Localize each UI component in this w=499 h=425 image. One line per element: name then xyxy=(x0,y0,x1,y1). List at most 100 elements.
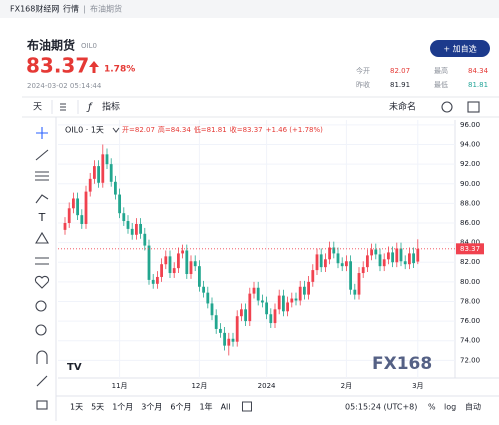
y-tick-label: 82.00 xyxy=(460,258,480,266)
trendline-tool[interactable] xyxy=(35,149,49,161)
zoom-tool[interactable] xyxy=(35,324,47,336)
candle-body xyxy=(378,254,382,267)
candle-body xyxy=(265,302,268,315)
candle-body xyxy=(319,254,323,268)
candle-body xyxy=(181,250,184,254)
prediction-tool[interactable] xyxy=(35,257,49,265)
candle-body xyxy=(403,261,407,265)
candle-body xyxy=(340,263,344,267)
auto-toggle[interactable]: 自动 xyxy=(465,402,481,412)
y-tick-label: 86.00 xyxy=(460,219,480,227)
breadcrumb-link[interactable]: FX168财经网 xyxy=(10,4,59,14)
add-watchlist-label[interactable]: + 加自选 xyxy=(443,44,476,54)
candle-body xyxy=(210,303,214,316)
candle-body xyxy=(126,221,130,229)
candle-body xyxy=(80,215,84,224)
candle-body xyxy=(391,252,394,263)
instrument-symbol: OIL0 xyxy=(81,42,97,50)
candle-body xyxy=(273,309,277,324)
candle-body xyxy=(353,289,357,295)
y-tick-label: 74.00 xyxy=(460,337,480,345)
candle-body xyxy=(223,332,226,346)
breadcrumb-link[interactable]: 行情 xyxy=(63,4,79,14)
separator: | xyxy=(56,5,59,14)
y-tick-label: 96.00 xyxy=(460,121,480,129)
candle-body xyxy=(185,250,189,275)
candle-body xyxy=(315,254,319,271)
candle-body xyxy=(303,286,306,295)
pattern-tool[interactable] xyxy=(35,231,49,244)
lock-tool[interactable] xyxy=(36,400,48,410)
range-button[interactable]: 1天 xyxy=(70,403,83,412)
candle-body xyxy=(177,253,180,269)
percent-toggle[interactable]: % xyxy=(428,403,436,412)
text-tool[interactable]: T xyxy=(38,211,46,224)
candle-body xyxy=(361,267,365,274)
candle-body xyxy=(345,261,348,267)
candle-body xyxy=(130,228,134,235)
candle-body xyxy=(416,248,420,262)
stat-value: 81.91 xyxy=(390,81,410,89)
stat-label: 昨收 xyxy=(356,80,370,89)
interval-button[interactable]: 天 xyxy=(33,103,42,113)
fx-icon[interactable]: ƒ xyxy=(86,102,93,113)
candle-body xyxy=(84,191,88,224)
settings-icon[interactable] xyxy=(441,101,453,113)
brush-tool[interactable] xyxy=(35,194,49,204)
range-button[interactable]: 3个月 xyxy=(141,403,162,412)
candle-body xyxy=(168,256,172,274)
last-price-label: 83.37 xyxy=(460,245,480,253)
date-range-icon[interactable] xyxy=(241,401,252,412)
candle-body xyxy=(395,248,399,263)
stat-label: 今开 xyxy=(356,66,370,75)
add-watchlist-button[interactable] xyxy=(430,40,490,57)
legend-toggle[interactable] xyxy=(112,127,120,133)
log-toggle[interactable]: log xyxy=(444,403,456,412)
candle-body xyxy=(206,292,210,304)
legend-item: 收=83.37 xyxy=(230,125,263,134)
last-price-box xyxy=(456,243,484,255)
y-tick-label: 94.00 xyxy=(460,141,480,149)
crosshair-tool[interactable] xyxy=(36,127,48,139)
fullscreen-icon[interactable] xyxy=(467,101,480,113)
candle-body xyxy=(311,270,315,282)
candle-body xyxy=(324,259,327,268)
lock-draw-tool[interactable] xyxy=(36,375,48,387)
range-button[interactable]: 5天 xyxy=(91,403,104,412)
legend-item: 低=81.81 xyxy=(194,125,227,134)
range-button[interactable]: All xyxy=(221,403,231,412)
range-button[interactable]: 6个月 xyxy=(170,403,191,412)
fib-tool[interactable] xyxy=(35,171,49,181)
candle-body xyxy=(252,287,256,294)
candle-body xyxy=(135,223,138,235)
stat-value: 82.07 xyxy=(390,67,410,75)
candles-icon[interactable] xyxy=(60,103,66,111)
indicators-button[interactable]: 指标 xyxy=(102,101,120,113)
layout-button[interactable]: 未命名 xyxy=(389,101,416,113)
candle-body xyxy=(408,253,411,265)
magnet-tool[interactable] xyxy=(36,350,48,364)
drawing-toolbar: T xyxy=(34,117,57,421)
candle-body xyxy=(382,259,386,267)
measure-tool[interactable] xyxy=(35,300,47,312)
candle-body xyxy=(88,178,92,192)
candle-body xyxy=(261,300,264,303)
legend-item: +1.46 (+1.78%) xyxy=(266,126,324,134)
y-tick-label: 88.00 xyxy=(460,199,480,207)
candle-body xyxy=(67,208,71,224)
candle-body xyxy=(231,338,235,342)
candle-body xyxy=(122,213,126,222)
stat-label: 最低 xyxy=(434,80,448,89)
candle-body xyxy=(172,268,176,274)
candle-body xyxy=(366,255,369,268)
candle-body xyxy=(143,233,147,246)
candle-body xyxy=(248,293,252,322)
legend-item: 高=84.34 xyxy=(158,125,191,134)
instrument-title: 布油期货 xyxy=(27,38,75,53)
range-button[interactable]: 1个月 xyxy=(112,403,133,412)
candle-body xyxy=(294,298,298,301)
range-button[interactable]: 1年 xyxy=(199,402,212,412)
favorite-tool[interactable] xyxy=(34,275,50,289)
candle-body xyxy=(118,194,121,214)
